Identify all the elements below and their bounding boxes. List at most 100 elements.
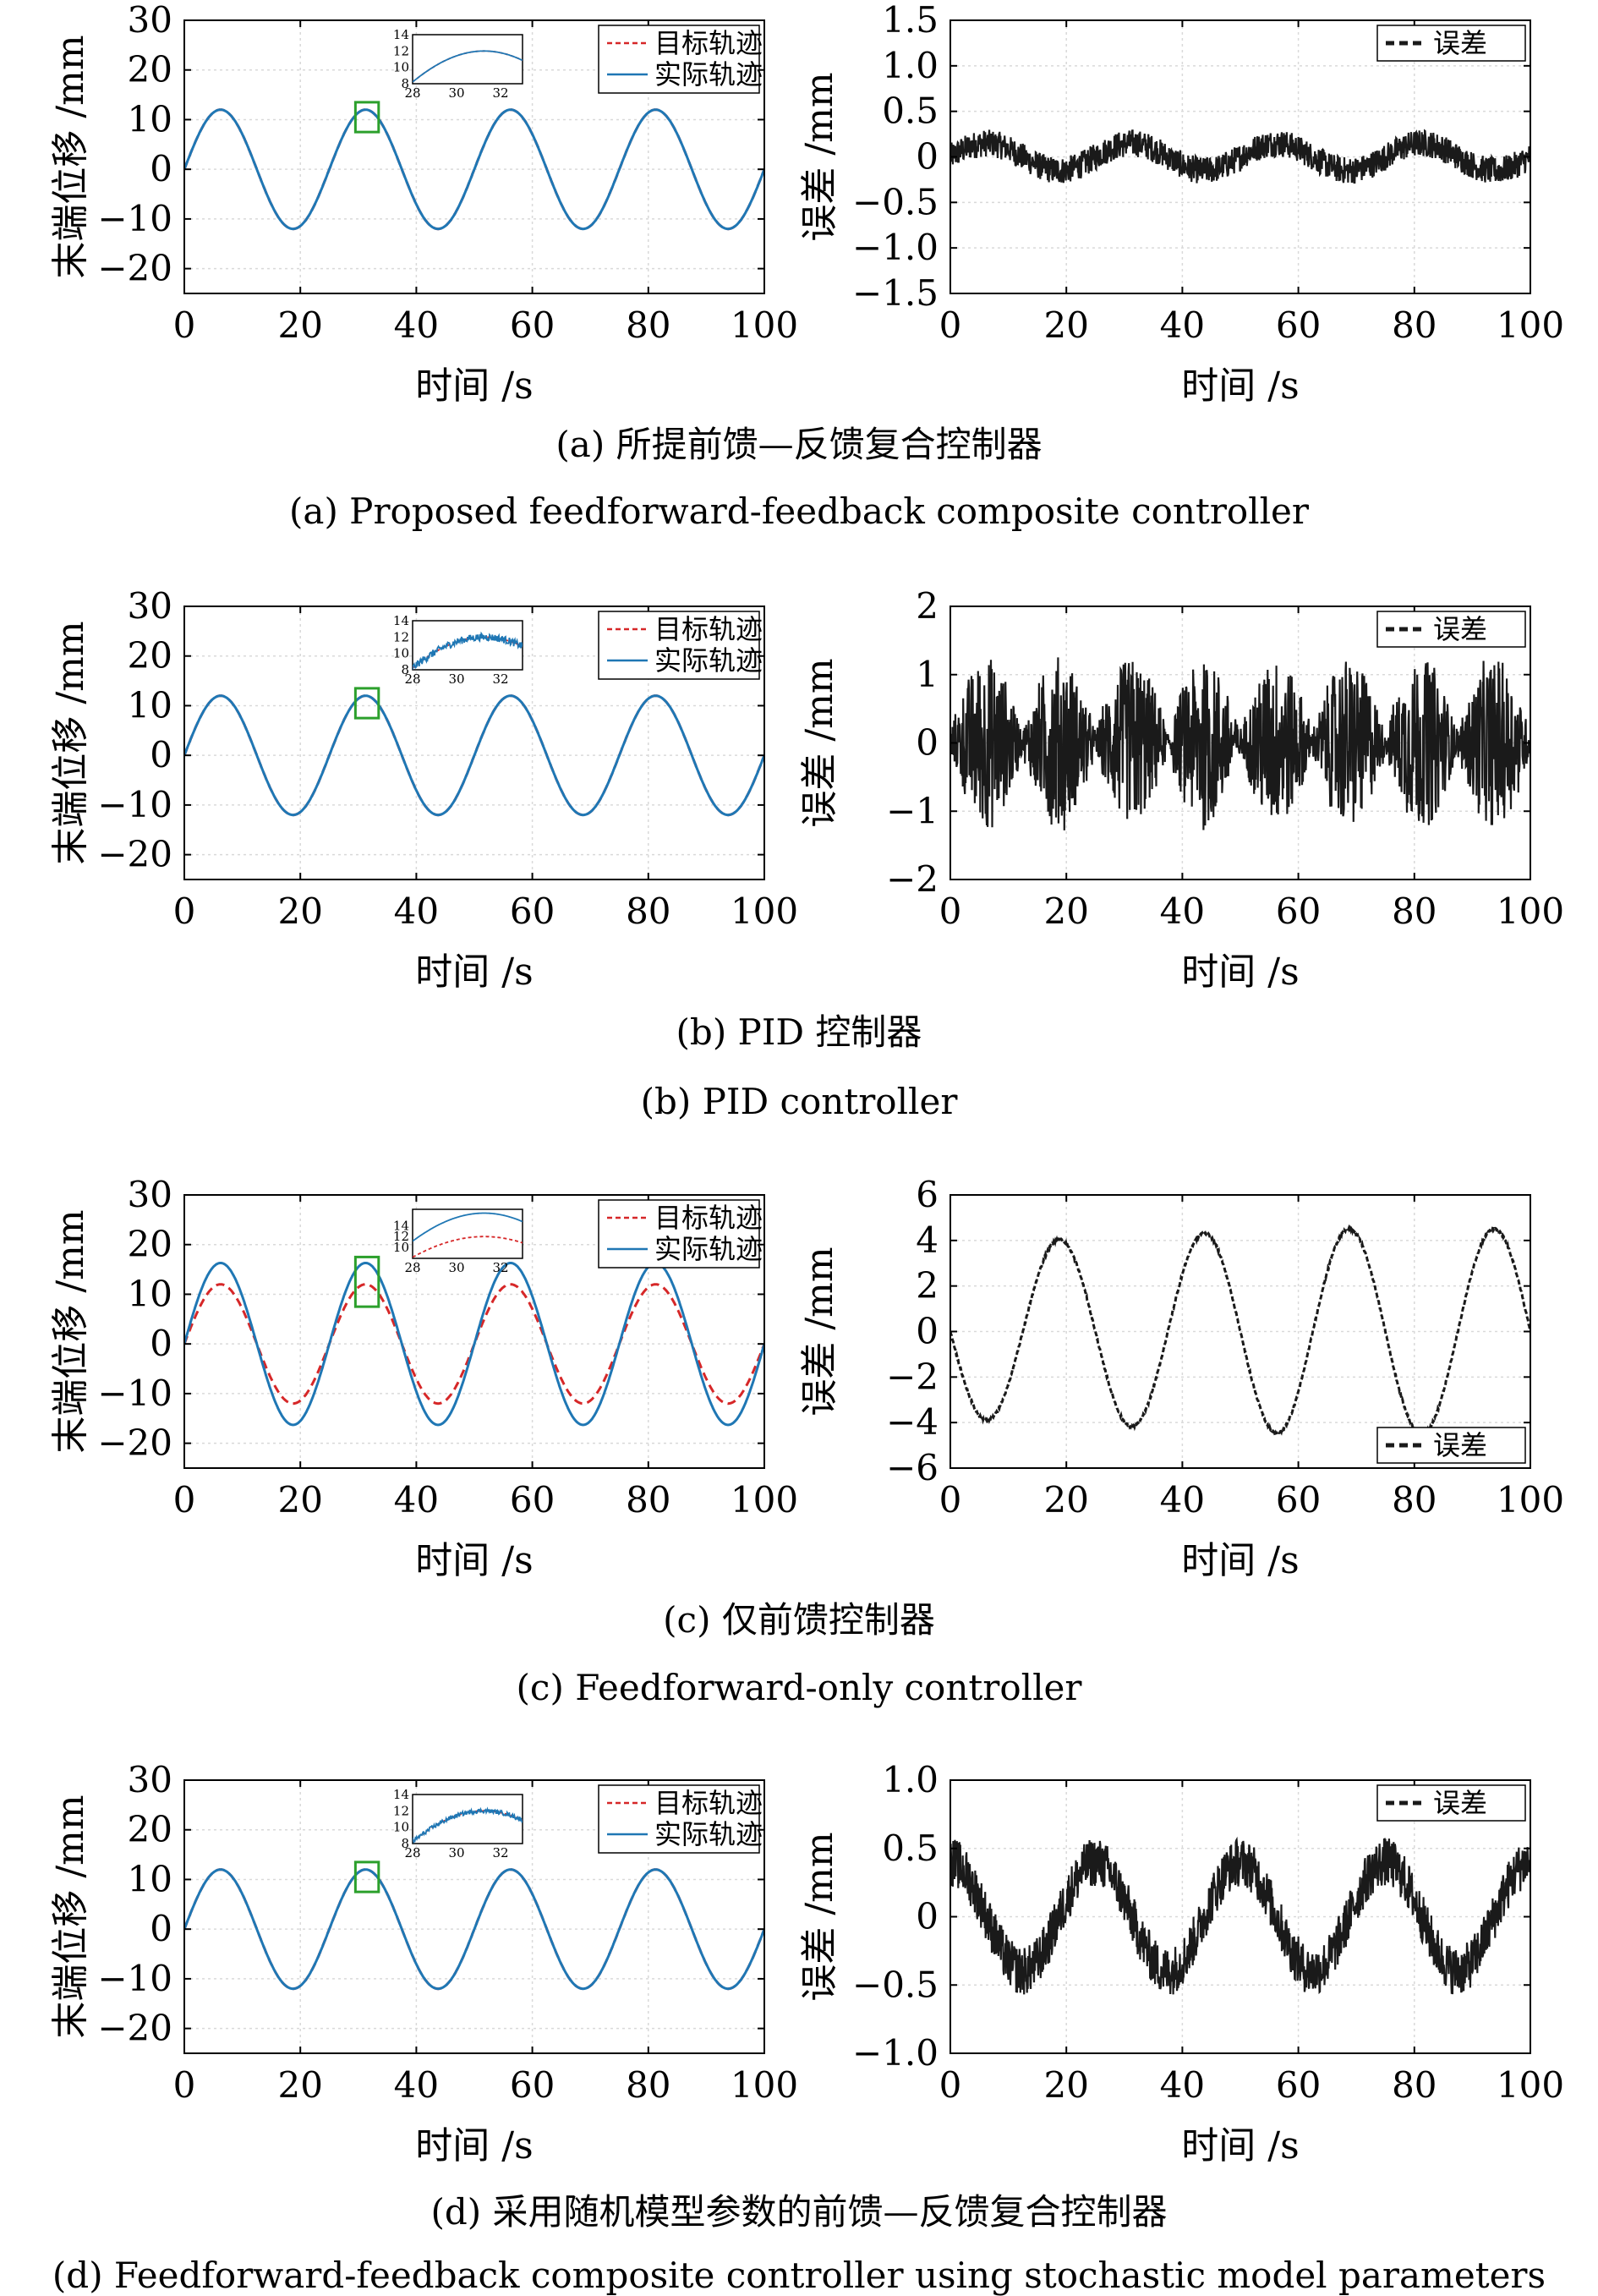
inset-series-line [413, 50, 523, 83]
series-line-primary [184, 1283, 764, 1406]
x-tick-label: 60 [510, 304, 555, 346]
plot-area [950, 129, 1530, 184]
y-tick-label: 0 [916, 1311, 939, 1352]
y-tick-label: 1 [916, 654, 939, 695]
x-tick-label: 80 [626, 304, 670, 346]
x-tick-label: 0 [173, 890, 196, 932]
series-line-secondary [184, 1262, 764, 1427]
x-tick-label: 100 [731, 2064, 798, 2106]
inset-y-tick-label: 14 [393, 613, 409, 628]
x-tick-label: 20 [1043, 890, 1088, 932]
y-tick-label: −6 [886, 1447, 939, 1488]
legend-label: 误差 [1433, 1429, 1487, 1461]
x-tick-label: 60 [1276, 890, 1321, 932]
x-tick-label: 20 [277, 890, 322, 932]
series-line-secondary [184, 108, 764, 231]
inset-y-tick-label: 12 [393, 43, 409, 58]
inset-y-tick-label: 14 [393, 27, 409, 42]
y-tick-label: −1.0 [852, 227, 939, 268]
y-tick-label: 0 [150, 1323, 172, 1364]
x-tick-label: 20 [1043, 2064, 1088, 2106]
x-tick-label: 40 [394, 890, 439, 932]
inset-y-tick-label: 8 [401, 1836, 409, 1851]
y-tick-label: 10 [128, 1858, 172, 1899]
x-tick-label: 100 [1497, 304, 1564, 346]
inset-x-tick-label: 32 [492, 1260, 508, 1275]
inset-y-tick-label: 12 [393, 629, 409, 644]
caption-b-en: (b) PID controller [640, 1081, 958, 1122]
plot-area [184, 1262, 764, 1427]
inset-x-tick-label: 28 [404, 671, 420, 687]
inset-frame [412, 1794, 523, 1844]
inset-x-tick-label: 32 [492, 671, 508, 687]
x-tick-label: 0 [173, 2064, 196, 2106]
x-axis-label: 时间 /s [1181, 364, 1299, 408]
y-tick-label: −0.5 [852, 1964, 939, 2005]
y-tick-label: −10 [97, 198, 172, 239]
inset-x-tick-label: 28 [404, 1260, 420, 1275]
x-tick-label: 80 [1392, 304, 1437, 346]
y-axis-label: 误差 /mm [798, 1247, 841, 1416]
plot-area [184, 694, 764, 817]
series-line-primary [950, 129, 1530, 184]
y-tick-label: 10 [128, 98, 172, 140]
x-tick-label: 0 [173, 304, 196, 346]
inset-y-tick-label: 10 [393, 60, 409, 75]
inset-series-line [413, 631, 523, 670]
inset-y-tick-label: 10 [393, 646, 409, 661]
chart-d-left: 0 20 40 60 80 100 −20 −10 0 10 20 30 时间 /s 末端位移 /mm 28… [49, 1759, 798, 2167]
inset-series-line [413, 1212, 523, 1242]
series-line-secondary [184, 1868, 764, 1991]
y-tick-label: −20 [97, 248, 172, 289]
y-axis-label: 末端位移 /mm [49, 621, 92, 864]
y-tick-label: 0.5 [882, 1827, 939, 1869]
inset-y-tick-label: 8 [401, 662, 409, 677]
y-tick-label: −2 [886, 858, 939, 900]
y-tick-label: 1.5 [882, 0, 939, 41]
x-tick-label: 80 [626, 890, 670, 932]
caption-a-en: (a) Proposed feedforward-feedback compos… [289, 490, 1309, 532]
x-tick-label: 80 [1392, 2064, 1437, 2106]
inset-x-tick-label: 32 [492, 1845, 508, 1860]
legend: 误差 [1376, 1784, 1526, 1822]
caption-b-cn: (b) PID 控制器 [676, 1011, 922, 1053]
x-tick-label: 80 [626, 1479, 670, 1521]
legend: 误差 [1376, 1427, 1526, 1464]
x-axis-label: 时间 /s [415, 951, 533, 994]
y-tick-label: 1.0 [882, 45, 939, 86]
caption-a-cn: (a) 所提前馈—反馈复合控制器 [555, 424, 1043, 465]
legend-label: 实际轨迹 [654, 644, 763, 677]
y-tick-label: 0 [916, 136, 939, 178]
y-axis-label: 末端位移 /mm [49, 35, 92, 278]
legend-label: 误差 [1433, 27, 1487, 59]
y-axis-label: 误差 /mm [798, 1832, 841, 2001]
y-tick-label: 20 [128, 1224, 172, 1265]
y-tick-label: −20 [97, 834, 172, 875]
y-tick-label: 30 [128, 0, 172, 41]
legend-frame [598, 1784, 760, 1854]
x-tick-label: 60 [510, 1479, 555, 1521]
inset-y-tick-label: 14 [393, 1218, 409, 1233]
y-axis-label: 末端位移 /mm [49, 1209, 92, 1453]
x-tick-label: 40 [1160, 2064, 1205, 2106]
y-tick-label: 0.5 [882, 90, 939, 132]
x-tick-label: 40 [394, 304, 439, 346]
legend-label: 实际轨迹 [654, 58, 763, 90]
x-tick-label: 100 [731, 304, 798, 346]
x-tick-label: 100 [1497, 2064, 1564, 2106]
x-tick-label: 20 [1043, 1479, 1088, 1521]
x-tick-label: 60 [1276, 1479, 1321, 1521]
x-tick-label: 20 [277, 304, 322, 346]
inset-y-tick-label: 12 [393, 1803, 409, 1818]
legend-label: 误差 [1433, 613, 1487, 645]
inset-y-tick-label: 8 [401, 76, 409, 91]
inset-x-tick-label: 30 [448, 85, 464, 101]
y-tick-label: 20 [128, 49, 172, 90]
plot-frame [183, 1779, 765, 2054]
x-tick-label: 20 [277, 1479, 322, 1521]
x-tick-label: 20 [277, 2064, 322, 2106]
x-tick-label: 0 [939, 2064, 962, 2106]
